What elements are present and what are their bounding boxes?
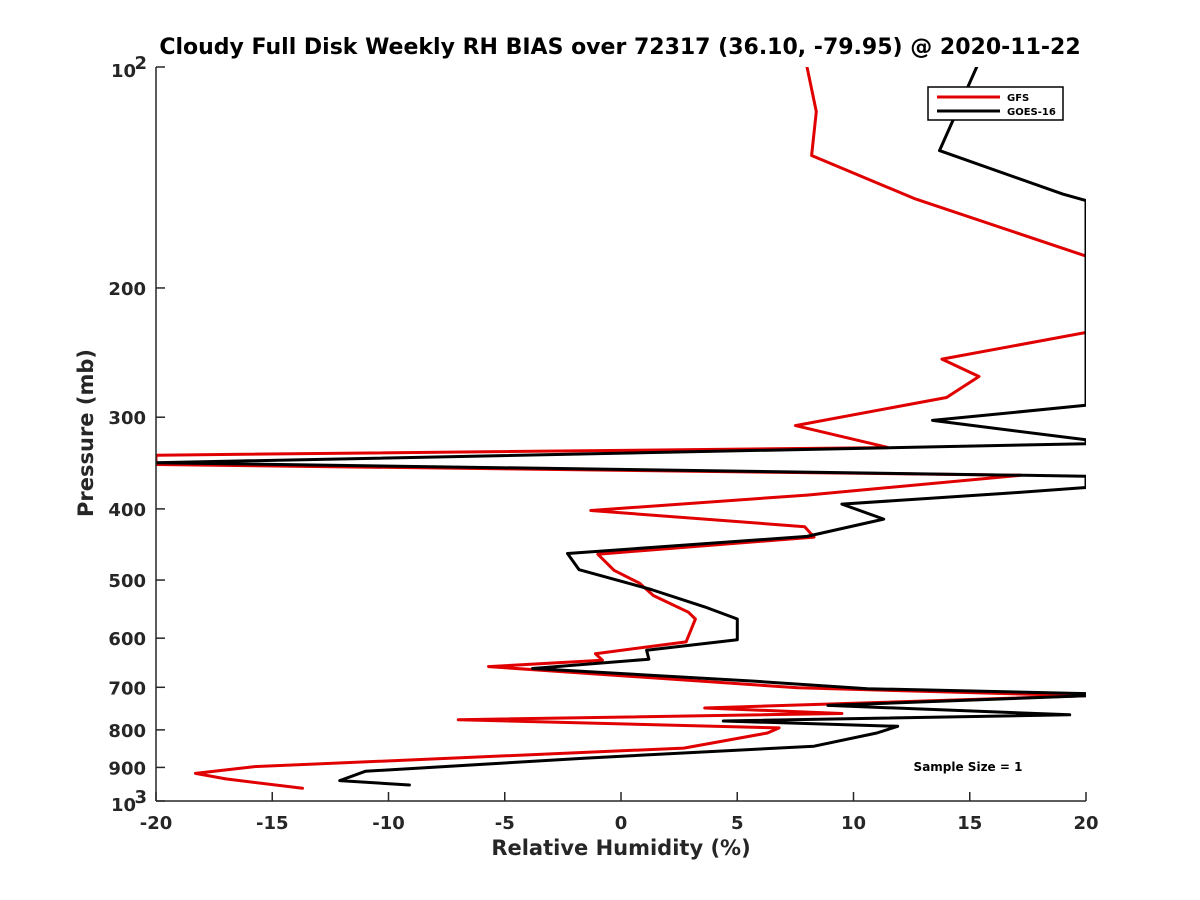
y-tick-exponent: 2 <box>134 53 147 74</box>
y-tick-base: 10 <box>111 61 136 82</box>
y-tick-label: 10 <box>111 795 136 816</box>
legend-label: GFS <box>1007 93 1029 104</box>
legend-label: GOES-16 <box>1007 107 1056 118</box>
y-tick-label: 900 <box>108 758 146 779</box>
y-tick-label: 300 <box>108 408 146 429</box>
legend: GFS GOES-16 <box>927 86 1064 121</box>
x-tick-label: -15 <box>256 813 289 834</box>
y-tick-base: 10 <box>111 795 136 816</box>
x-tick-label: 20 <box>1073 813 1098 834</box>
series-line-gfs <box>156 67 1086 790</box>
y-tick-label: 500 <box>108 571 146 592</box>
y-tick-label: 200 <box>108 279 146 300</box>
y-axis-label: Pressure (mb) <box>74 349 98 517</box>
x-tick-label: 0 <box>615 813 628 834</box>
chart-title: Cloudy Full Disk Weekly RH BIAS over 723… <box>159 35 1080 60</box>
y-tick-label: 700 <box>108 678 146 699</box>
legend-box <box>927 86 1064 121</box>
x-tick-label: -5 <box>495 813 515 834</box>
sample-size-annotation: Sample Size = 1 <box>914 760 1023 774</box>
series-layer <box>156 67 1086 790</box>
y-tick-label: 400 <box>108 500 146 521</box>
x-tick-label: 15 <box>957 813 982 834</box>
x-tick-label: -20 <box>140 813 173 834</box>
x-tick-label: 10 <box>841 813 866 834</box>
axes: -20 -15 -10 -5 0 5 10 15 20102200300400500600700… <box>108 53 1098 834</box>
y-tick-label: 10 <box>111 61 136 82</box>
series-line-goes-16 <box>156 67 1086 787</box>
y-tick-label: 800 <box>108 721 146 742</box>
x-axis-label: Relative Humidity (%) <box>491 836 750 860</box>
y-tick-exponent: 3 <box>134 787 147 808</box>
x-tick-label: 5 <box>731 813 744 834</box>
x-tick-label: -10 <box>372 813 405 834</box>
y-tick-label: 600 <box>108 629 146 650</box>
